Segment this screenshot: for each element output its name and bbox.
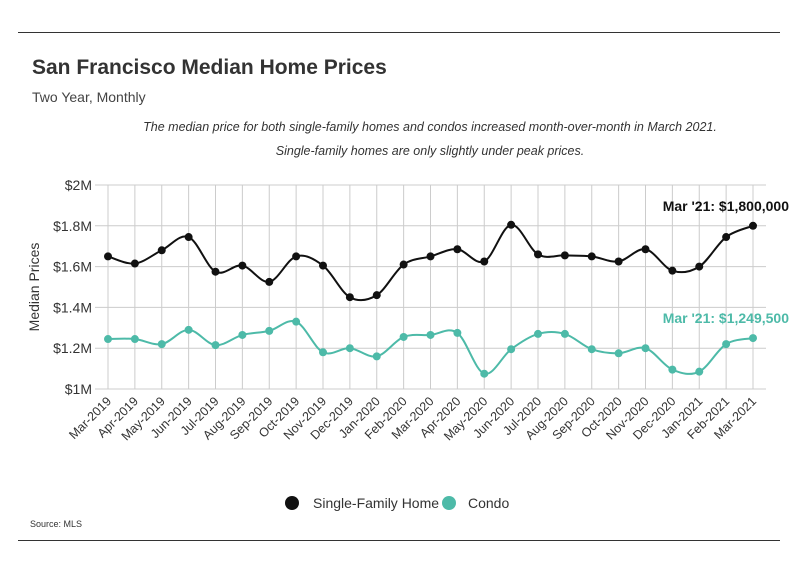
y-tick-label: $1.8M [53,218,92,234]
condo-data-point [157,340,166,349]
annotation-line-2: Single-family homes are only slightly un… [275,144,585,158]
single-family-data-point [587,252,596,261]
y-tick-label: $1.4M [53,299,92,315]
single-family-data-point [184,233,193,242]
condo-end-label: Mar '21: $1,249,500 [663,310,790,326]
condo-data-point [480,369,489,378]
condo-data-point [695,367,704,376]
condo-data-point [319,348,327,357]
legend-label-single-family: Single-Family Home [313,495,439,511]
legend-marker-single-family [285,496,299,510]
condo-data-point [104,335,112,344]
condo-data-point [184,325,193,334]
single-family-data-point [265,277,274,286]
condo-data-point [507,345,516,354]
single-family-data-point [104,252,112,261]
condo-data-point [614,349,623,358]
condo-data-point [587,345,596,354]
single-family-end-label: Mar '21: $1,800,000 [663,198,790,214]
condo-data-point [641,344,650,353]
condo-data-point [534,329,542,338]
single-family-data-point [641,245,650,254]
condo-data-point [426,330,435,339]
single-family-data-point [534,250,542,259]
y-axis-label: Median Prices [26,243,42,332]
y-tick-label: $1.2M [53,340,92,356]
single-family-data-point [695,262,704,271]
annotation-line-1: The median price for both single-family … [143,120,717,134]
single-family-data-point [749,221,757,230]
condo-data-point [668,365,677,374]
bottom-rule [18,540,780,541]
legend-label-condo: Condo [468,495,509,511]
legend-marker-condo [442,496,456,510]
y-tick-label: $1M [65,381,92,397]
condo-data-point [211,341,220,350]
condo-data-point [345,344,354,353]
y-tick-label: $1.6M [53,259,92,275]
condo-data-point [453,328,462,337]
y-tick-label: $2M [65,177,92,193]
single-family-data-point [130,259,139,268]
single-family-data-point [157,246,166,255]
condo-data-point [265,326,274,335]
single-family-data-point [507,220,516,229]
chart-subtitle: Two Year, Monthly [32,89,146,105]
condo-data-point [722,340,731,349]
single-family-data-point [453,245,462,254]
source-note: Source: MLS [30,519,83,529]
single-family-data-point [560,251,569,260]
condo-data-point [399,332,408,341]
condo-data-point [238,330,247,339]
condo-data-point [560,329,569,338]
single-family-data-point [426,252,435,261]
top-rule [18,32,780,33]
single-family-data-point [319,261,327,270]
single-family-data-point [722,233,731,242]
single-family-data-point [292,252,301,261]
single-family-data-point [614,257,623,266]
condo-data-point [372,352,381,361]
single-family-data-point [211,267,220,276]
single-family-data-point [399,260,408,269]
single-family-data-point [238,261,247,270]
condo-data-point [292,317,301,326]
condo-data-point [749,334,757,343]
single-family-data-point [372,291,381,300]
chart-title: San Francisco Median Home Prices [32,56,387,79]
single-family-data-point [668,266,677,275]
single-family-data-point [480,257,489,266]
single-family-data-point [345,293,354,302]
condo-data-point [130,335,139,344]
